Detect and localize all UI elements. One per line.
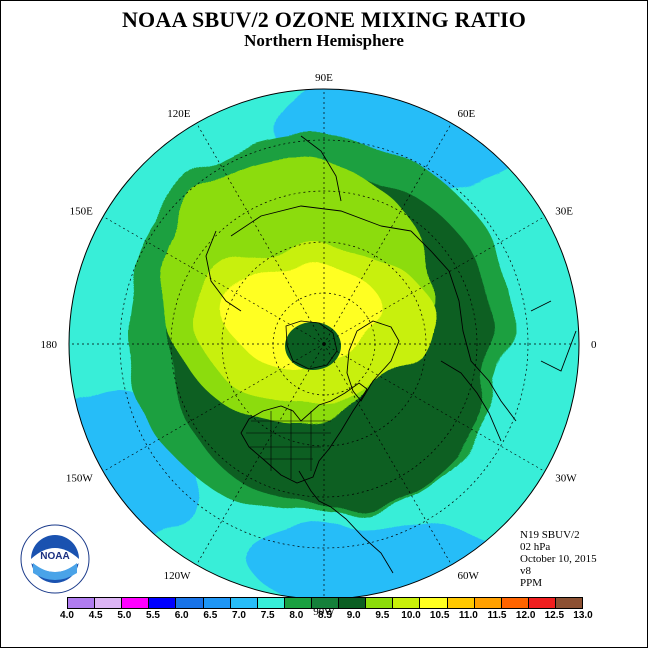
asia-east-coast	[300, 135, 342, 202]
longitude-label-3: 0	[591, 339, 597, 351]
colorbar-tick-14: 11.0	[458, 610, 478, 621]
figure-title: NOAA SBUV/2 OZONE MIXING RATIO	[121, 7, 527, 32]
polar-low-center	[285, 322, 341, 370]
coastlines	[205, 135, 577, 574]
colorbar-tick-4: 6.0	[174, 610, 189, 621]
colorbar-tick-13: 10.5	[429, 610, 450, 621]
colorbar-segment-2	[122, 598, 150, 608]
colorbar-segment-7	[257, 598, 285, 608]
colorbar-tick-12: 10.0	[401, 610, 421, 621]
colorbar-tick-6: 7.0	[232, 610, 246, 621]
graticule	[69, 89, 579, 599]
longitude-label-0: 90E	[315, 72, 333, 84]
longitude-label-4: 30W	[555, 473, 577, 485]
africa-north-coast	[440, 360, 502, 442]
longitude-label-10: 150E	[70, 206, 94, 218]
colorbar-segment-13	[420, 598, 448, 608]
colorbar-tick-10: 9.0	[346, 610, 361, 621]
colorbar-tick-5: 6.5	[203, 610, 218, 621]
colorbar-segment-3	[149, 598, 177, 608]
longitude-label-2: 30E	[555, 206, 573, 218]
colorbar-segment-5	[203, 598, 231, 608]
colorbar-tick-8: 8.0	[289, 610, 304, 621]
satellite-label: N19 SBUV/2	[520, 529, 580, 541]
africa-east-coast	[530, 300, 577, 372]
colorbar-segment-17	[528, 598, 556, 608]
arctic-islands	[285, 320, 338, 370]
colorbar-tick-17: 12.5	[544, 610, 565, 621]
colorbar-segment-1	[95, 598, 123, 608]
latitude-circle	[170, 190, 478, 498]
colorbar-segment-11	[366, 598, 394, 608]
noaa-logo-text: NOAA	[40, 551, 69, 562]
colorbar-tick-1: 4.5	[88, 610, 103, 621]
colorbar-tick-3: 5.5	[146, 610, 160, 621]
contour-band-10.0	[226, 266, 386, 366]
date-label: October 10, 2015	[520, 553, 597, 565]
colorbar-segment-6	[230, 598, 258, 608]
colorbar-segment-15	[474, 598, 502, 608]
alaska-coast	[205, 230, 242, 312]
colorbar-tick-labels: 4.0 4.5 5.0 5.5 6.0 6.5 7.0 7.5 8.0 8.5 9.0 9.5 10.0…	[60, 610, 593, 624]
colorbar-tick-15: 11.5	[487, 610, 507, 621]
longitude-label-7: 120W	[164, 570, 192, 582]
longitude-label-5: 60W	[458, 570, 480, 582]
greenland-outline	[346, 320, 400, 402]
colorbar-tick-11: 9.5	[375, 610, 390, 621]
colorbar	[67, 597, 583, 609]
colorbar-segment-10	[339, 598, 367, 608]
us-state-lines	[246, 409, 331, 479]
colorbar-tick-0: 4.0	[60, 610, 74, 621]
colorbar-segment-16	[501, 598, 529, 608]
colorbar-tick-2: 5.0	[117, 610, 132, 621]
colorbar-segment-14	[447, 598, 475, 608]
units-label: PPM	[520, 577, 543, 589]
colorbar-segment-12	[393, 598, 421, 608]
colorbar-tick-9: 8.5	[318, 610, 332, 621]
noaa-logo-bird	[31, 548, 79, 572]
colorbar-segment-18	[555, 598, 583, 608]
longitude-label-8: 150W	[66, 473, 94, 485]
longitude-label-11: 120E	[167, 108, 191, 120]
longitude-labels: 90E 60E 30E 0 30W 60W 90W 120W 150W 180 150E 120E	[41, 72, 598, 618]
noaa-logo: NOAA	[20, 524, 90, 594]
longitude-label-6: 90W	[313, 606, 335, 618]
colorbar-segment-8	[284, 598, 312, 608]
longitude-label-1: 60E	[458, 108, 476, 120]
figure-subtitle: Northern Hemisphere	[244, 31, 404, 50]
info-block: N19 SBUV/2 02 hPa October 10, 2015 v8 PP…	[520, 529, 597, 589]
contour-band-7.0-s	[251, 526, 511, 599]
central-america-coast	[298, 470, 394, 574]
colorbar-tick-16: 12.0	[515, 610, 536, 621]
europe-coast	[410, 230, 517, 422]
latitude-circle	[119, 139, 529, 549]
pressure-level-label: 02 hPa	[520, 541, 551, 553]
version-label: v8	[520, 565, 531, 577]
colorbar-segment-9	[311, 598, 340, 608]
asia-arctic-coast	[230, 205, 412, 237]
noaa-logo-sea	[33, 563, 77, 580]
colorbar-segment-0	[68, 598, 96, 608]
colorbar-tick-7: 7.5	[260, 610, 275, 621]
colorbar-segment-4	[176, 598, 204, 608]
longitude-label-9: 180	[41, 339, 58, 351]
colorbar-tick-18: 13.0	[573, 610, 593, 621]
